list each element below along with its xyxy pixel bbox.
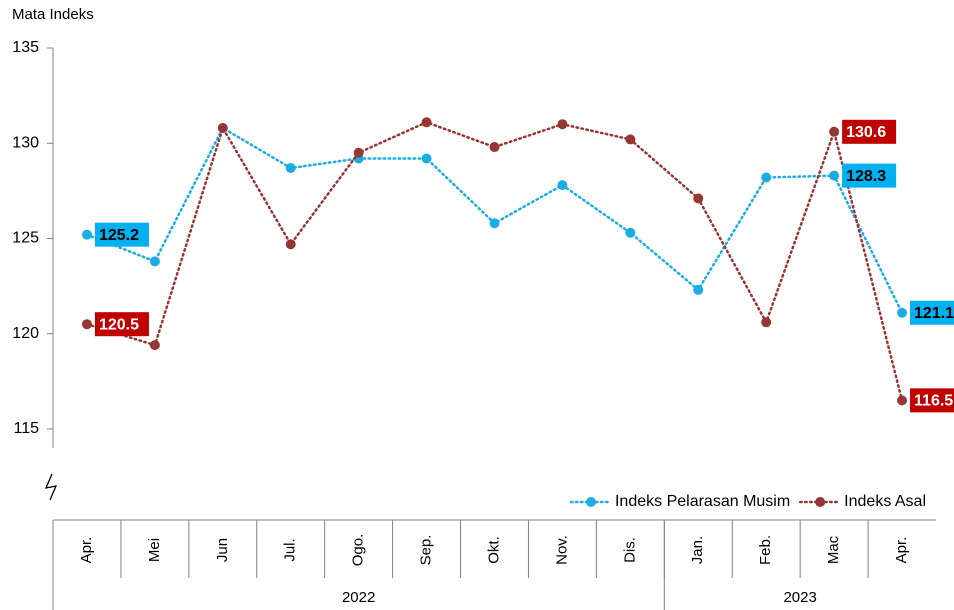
y-axis-label: Mata Indeks: [12, 6, 94, 23]
point: [81, 319, 92, 330]
point: [897, 307, 908, 318]
x-tick-label: Mei: [146, 538, 163, 562]
point: [489, 142, 500, 153]
y-tick-label: 120: [12, 325, 39, 342]
axis-break: [44, 473, 58, 501]
data-label-box: [910, 388, 954, 413]
y-tick-label: 135: [12, 39, 39, 56]
legend-label: Indeks Asal: [844, 493, 926, 510]
y-tick-label: 115: [13, 420, 39, 437]
x-tick-label: Apr.: [893, 537, 910, 564]
data-label-box: [842, 163, 897, 188]
point: [693, 284, 704, 295]
y-tick-label: 130: [12, 134, 39, 151]
legend-marker: [585, 497, 596, 507]
point: [353, 147, 364, 158]
point: [285, 163, 296, 173]
point: [489, 218, 500, 229]
x-tick-label: Okt.: [485, 536, 502, 564]
data-label-box: [94, 222, 149, 247]
x-tick-label: Nov.: [553, 535, 570, 565]
data-label: 120.5: [99, 316, 139, 333]
x-tick-label: Apr.: [78, 537, 95, 564]
point: [625, 134, 636, 145]
data-label: 121.1: [914, 305, 954, 322]
x-tick-label: Jun: [214, 538, 231, 562]
x-tick-label: Dis.: [621, 537, 638, 563]
x-tick-label: Jan.: [689, 536, 706, 564]
series-line: [85, 120, 904, 402]
y-tick-label: 125: [12, 230, 39, 247]
point: [761, 317, 772, 328]
point: [81, 229, 92, 240]
point: [761, 172, 772, 183]
point: [217, 123, 228, 133]
data-label: 128.3: [846, 168, 886, 185]
legend-label: Indeks Pelarasan Musim: [615, 493, 790, 510]
x-tick-label: Mac: [825, 535, 842, 564]
data-label: 130.6: [846, 124, 886, 141]
point: [557, 180, 568, 191]
point: [829, 170, 840, 181]
data-label: 116.5: [914, 393, 953, 410]
point: [625, 227, 636, 238]
x-tick-label: Sep.: [418, 535, 435, 566]
data-label-box: [94, 312, 149, 337]
year-label: 2022: [342, 589, 375, 606]
x-tick-label: Feb.: [757, 535, 774, 565]
year-label: 2023: [783, 589, 816, 606]
point: [285, 239, 296, 250]
point: [421, 117, 432, 128]
point: [421, 153, 432, 164]
x-tick-label: Jul.: [282, 538, 299, 561]
data-label: 125.2: [99, 227, 139, 244]
point: [897, 395, 908, 406]
point: [557, 119, 568, 130]
data-label-box: [842, 119, 897, 144]
point: [829, 126, 840, 137]
point: [149, 256, 160, 267]
data-label-box: [910, 300, 954, 325]
point: [693, 193, 704, 204]
legend-marker: [815, 497, 826, 507]
point: [149, 340, 160, 351]
x-tick-label: Ogo.: [350, 534, 367, 567]
